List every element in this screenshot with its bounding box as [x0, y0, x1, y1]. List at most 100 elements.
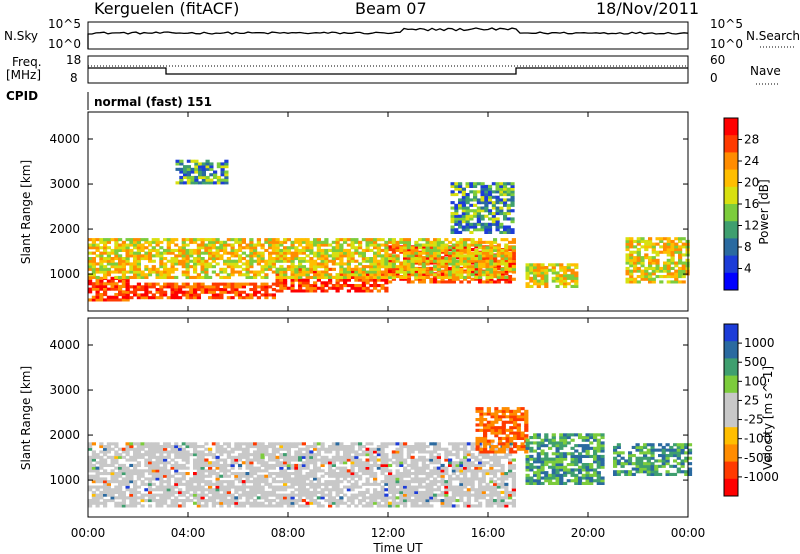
power-cell	[95, 262, 100, 266]
velocity-cell	[358, 474, 363, 478]
power-cell	[503, 225, 508, 229]
velocity-cell	[399, 445, 404, 449]
velocity-cell	[350, 482, 355, 486]
power-cell	[388, 253, 393, 257]
power-cell	[95, 243, 100, 247]
velocity-cell	[148, 480, 153, 484]
velocity-cell	[271, 463, 276, 467]
power-cell	[410, 246, 415, 250]
velocity-cell	[513, 412, 518, 416]
velocity-cell	[219, 474, 224, 478]
power-cell	[458, 201, 463, 205]
power-cell	[484, 190, 489, 194]
velocity-cell	[144, 499, 149, 503]
velocity-cell	[505, 407, 510, 411]
velocity-cell	[406, 445, 411, 449]
power-cell	[510, 209, 515, 213]
velocity-cell	[339, 501, 344, 505]
power-cell	[320, 254, 325, 258]
velocity-cell	[466, 488, 471, 492]
velocity-cell	[433, 458, 438, 462]
power-cell	[271, 270, 276, 274]
power-cell	[224, 181, 229, 185]
velocity-cell	[361, 493, 366, 497]
velocity-cell	[91, 485, 96, 489]
power-cell	[159, 273, 164, 277]
velocity-cell	[369, 466, 374, 470]
power-cell	[230, 267, 235, 271]
power-cell	[305, 248, 310, 252]
velocity-cell	[174, 455, 179, 459]
power-cell	[525, 263, 530, 267]
power-cell	[674, 250, 679, 254]
power-cell	[209, 165, 214, 169]
power-cell	[194, 181, 199, 185]
velocity-cell	[479, 423, 484, 427]
power-cell	[459, 273, 464, 277]
power-cell	[198, 181, 203, 185]
velocity-cell	[540, 460, 545, 464]
power-cell	[663, 250, 668, 254]
power-cell	[365, 238, 370, 242]
velocity-cell	[459, 499, 464, 503]
power-cell	[433, 254, 438, 258]
power-cell	[194, 159, 199, 163]
power-cell	[223, 248, 228, 252]
power-cell	[313, 270, 318, 274]
power-cell	[166, 248, 171, 252]
power-cell	[548, 263, 553, 267]
power-cell	[331, 275, 336, 279]
velocity-cell	[140, 496, 145, 500]
power-cell	[406, 280, 411, 284]
power-cell	[204, 270, 209, 274]
velocity-cell	[508, 493, 513, 497]
power-cell	[473, 225, 478, 229]
velocity-cell	[271, 477, 276, 481]
velocity-cell	[110, 490, 115, 494]
power-cell	[174, 285, 179, 289]
velocity-cell	[525, 476, 530, 480]
power-cell	[670, 242, 675, 246]
power-cell	[144, 273, 149, 277]
velocity-cell	[358, 501, 363, 505]
velocity-cell	[511, 488, 516, 492]
velocity-cell	[485, 469, 490, 473]
velocity-cell	[444, 499, 449, 503]
velocity-cell	[301, 499, 306, 503]
power-cell	[369, 278, 374, 282]
power-cell	[324, 284, 329, 288]
velocity-cell	[256, 488, 261, 492]
power-cell	[324, 281, 329, 285]
velocity-cell	[99, 477, 104, 481]
velocity-cell	[358, 493, 363, 497]
power-cell	[504, 280, 509, 284]
power-cell	[275, 246, 280, 250]
velocity-cell	[211, 482, 216, 486]
velocity-cell	[459, 442, 464, 446]
velocity-cell	[490, 450, 495, 454]
velocity-cell	[481, 455, 486, 459]
velocity-cell	[275, 501, 280, 505]
power-cell	[455, 267, 460, 271]
power-cell	[189, 259, 194, 263]
velocity-cell	[114, 496, 119, 500]
power-cell	[290, 246, 295, 250]
velocity-cell	[144, 458, 149, 462]
velocity-cell	[331, 501, 336, 505]
power-cell	[473, 182, 478, 186]
power-cell	[148, 296, 153, 300]
power-cell	[241, 251, 246, 255]
velocity-cell	[305, 466, 310, 470]
velocity-cell	[509, 412, 514, 416]
power-cell	[346, 243, 351, 247]
power-cell	[369, 240, 374, 244]
power-cell	[465, 228, 470, 232]
power-cell	[466, 246, 471, 250]
power-cell	[136, 296, 141, 300]
power-cell	[666, 266, 671, 270]
power-cell	[488, 190, 493, 194]
velocity-cell	[493, 461, 498, 465]
velocity-cell	[200, 474, 205, 478]
velocity-cell	[466, 466, 471, 470]
velocity-cell	[489, 469, 494, 473]
